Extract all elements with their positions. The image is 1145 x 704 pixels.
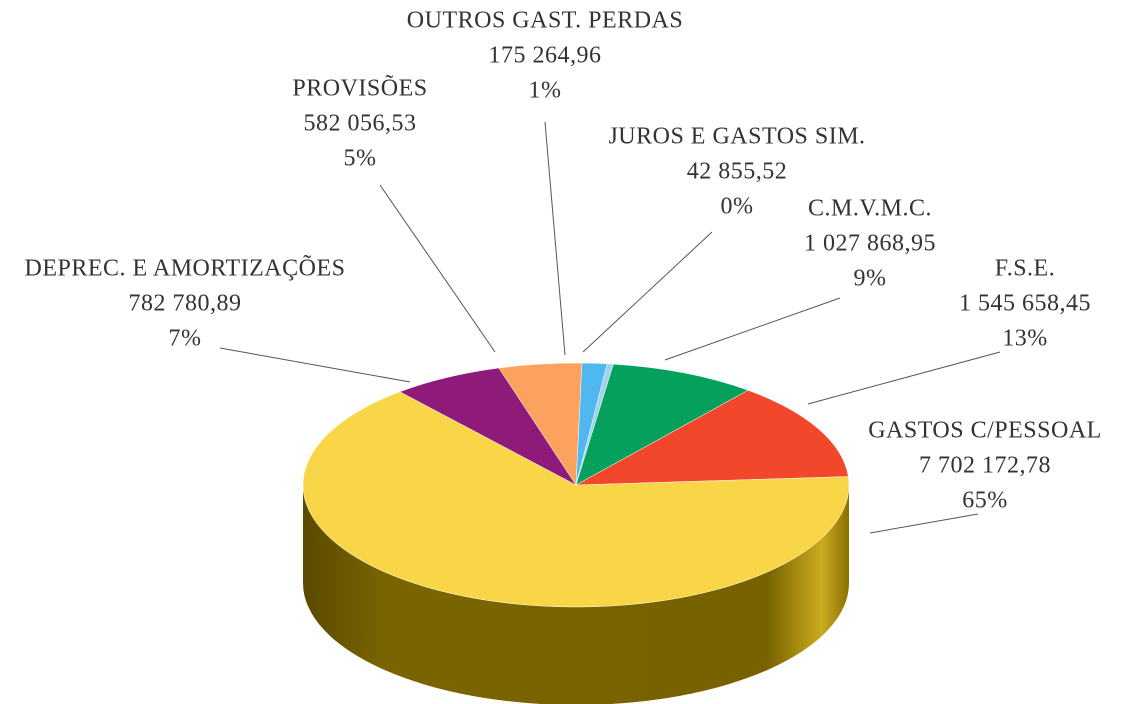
slice-side [303, 485, 849, 704]
slice [575, 390, 849, 486]
category-label: JUROS E GASTOS SIM. [608, 124, 865, 150]
leader-line [582, 231, 713, 353]
percent-label: 0% [721, 194, 754, 220]
value-label: 42 855,52 [687, 159, 788, 185]
leader-line [219, 347, 411, 383]
percent-label: 9% [854, 266, 887, 292]
leader-line [664, 297, 841, 361]
percent-label: 65% [962, 488, 1008, 514]
percent-label: 13% [1002, 326, 1048, 352]
percent-label: 5% [344, 146, 377, 172]
value-label: 175 264,96 [489, 43, 602, 69]
category-label: OUTROS GAST. PERDAS [407, 8, 683, 34]
slice [399, 367, 577, 486]
value-label: 1 545 658,45 [959, 291, 1091, 317]
value-label: 7 702 172,78 [919, 453, 1051, 479]
category-label: F.S.E. [995, 256, 1055, 282]
slice [302, 391, 850, 608]
percent-label: 7% [169, 326, 202, 352]
value-label: 582 056,53 [304, 111, 417, 137]
category-label: C.M.V.M.C. [808, 196, 932, 222]
category-label: GASTOS C/PESSOAL [868, 418, 1102, 444]
value-label: 782 780,89 [129, 291, 242, 317]
category-label: PROVISÕES [292, 75, 427, 102]
leader-line [807, 351, 1001, 405]
category-label: DEPREC. E AMORTIZAÇÕES [25, 255, 346, 282]
leader-line [869, 513, 979, 534]
leader-line [379, 184, 496, 353]
percent-label: 1% [529, 78, 562, 104]
value-label: 1 027 868,95 [804, 231, 936, 257]
slice [575, 363, 749, 486]
leader-line [544, 121, 566, 356]
